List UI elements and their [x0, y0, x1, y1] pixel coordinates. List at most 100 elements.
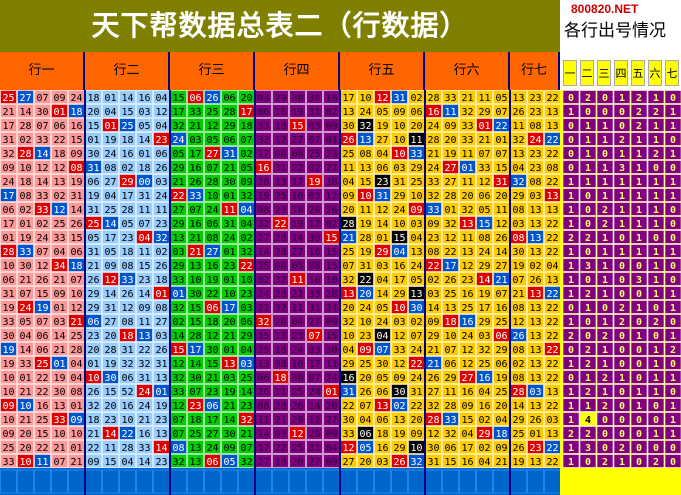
count-cell [630, 300, 648, 314]
grid-number: 21 [53, 345, 65, 356]
grid-cell [136, 216, 153, 230]
grid-cell [204, 370, 221, 384]
grid-number: 02 [19, 135, 31, 146]
site-badge[interactable]: 800820.NET [568, 2, 642, 16]
count-number: 1 [653, 177, 659, 188]
grid-number: 29 [172, 261, 184, 272]
grid-number: 26 [359, 387, 371, 398]
grid-number: 15 [87, 121, 99, 132]
grid-cell [442, 118, 459, 132]
grid-number: 02 [36, 219, 48, 230]
grid-cell [34, 314, 51, 328]
count-cell [664, 132, 681, 146]
grid-number: 21 [189, 247, 201, 258]
grid-cell [34, 300, 51, 314]
grid-number: 24 [104, 149, 116, 160]
grid-cell [51, 202, 68, 216]
grid-number: 13 [359, 135, 371, 146]
grid-number: 09 [2, 401, 14, 412]
count-number: 2 [636, 121, 642, 132]
grid-cell [221, 412, 238, 426]
grid-number: 19 [104, 135, 116, 146]
grid-cell [102, 272, 119, 286]
count-header-5: 五 [631, 60, 645, 86]
count-number: 1 [670, 149, 676, 160]
grid-number: 21 [427, 359, 439, 370]
grid-number: 26 [427, 373, 439, 384]
grid-cell [391, 216, 408, 230]
count-cell [647, 272, 665, 286]
grid-cell [357, 286, 374, 300]
grid-cell [136, 272, 153, 286]
count-number: 2 [653, 457, 659, 468]
grid-number: 17 [189, 345, 201, 356]
count-cell [579, 356, 597, 370]
grid-number: 04 [240, 205, 252, 216]
count-number: 2 [602, 331, 608, 342]
count-number: 0 [568, 345, 574, 356]
count-number: 0 [670, 163, 676, 174]
grid-number: 19 [359, 247, 371, 258]
grid-number: 25 [342, 247, 354, 258]
grid-cell [204, 160, 221, 174]
grid-number: 29 [410, 163, 422, 174]
grid-number: 12 [342, 443, 354, 454]
grid-cell [221, 202, 238, 216]
grid-cell [374, 454, 391, 468]
grid-number: 09 [104, 261, 116, 272]
grid-cell [476, 314, 493, 328]
grid-cell [442, 216, 459, 230]
grid-number: 06 [87, 177, 99, 188]
grid-cell [272, 300, 289, 314]
grid-number: 01 [461, 163, 473, 174]
grid-number: 27 [376, 135, 388, 146]
count-number: 1 [653, 219, 659, 230]
grid-cell [357, 188, 374, 202]
grid-number: 10 [393, 135, 405, 146]
grid-number: 06 [206, 401, 218, 412]
grid-cell [102, 300, 119, 314]
grid-number: 07 [240, 443, 252, 454]
count-number: 2 [619, 303, 625, 314]
count-number: 0 [636, 457, 642, 468]
count-number: 2 [585, 387, 591, 398]
count-cell [579, 230, 597, 244]
grid-cell [187, 258, 204, 272]
count-number: 1 [585, 177, 591, 188]
grid-number: 05 [478, 205, 490, 216]
grid-number: 01 [223, 275, 235, 286]
grid-number: 30 [104, 373, 116, 384]
grid-cell [374, 412, 391, 426]
grid-number: 25 [478, 359, 490, 370]
grid-cell [17, 132, 34, 146]
grid-number: 16 [427, 107, 439, 118]
grid-number: 21 [70, 457, 82, 468]
grid-cell [204, 384, 221, 398]
grid-number: 07 [36, 317, 48, 328]
count-number: 1 [670, 247, 676, 258]
grid-number: 06 [376, 415, 388, 426]
count-number: 0 [585, 275, 591, 286]
grid-number: 07 [36, 247, 48, 258]
grid-cell [51, 384, 68, 398]
grid-number: 26 [257, 387, 269, 398]
grid-number: 01 [70, 401, 82, 412]
group-header-3: 行三 [170, 52, 255, 90]
count-number: 0 [653, 415, 659, 426]
grid-number: 09 [240, 177, 252, 188]
grid-number: 01 [444, 205, 456, 216]
count-cell [664, 202, 681, 216]
grid-cell [119, 244, 136, 258]
grid-number: 01 [155, 289, 167, 300]
grid-cell [0, 286, 17, 300]
grid-cell [527, 258, 544, 272]
grid-number: 32 [172, 121, 184, 132]
grid-cell [102, 398, 119, 412]
count-number: 1 [602, 247, 608, 258]
count-cell [630, 230, 648, 244]
count-cell [596, 244, 614, 258]
grid-cell [544, 356, 560, 370]
grid-number: 24 [138, 401, 150, 412]
count-number: 1 [602, 275, 608, 286]
count-number: 0 [619, 275, 625, 286]
